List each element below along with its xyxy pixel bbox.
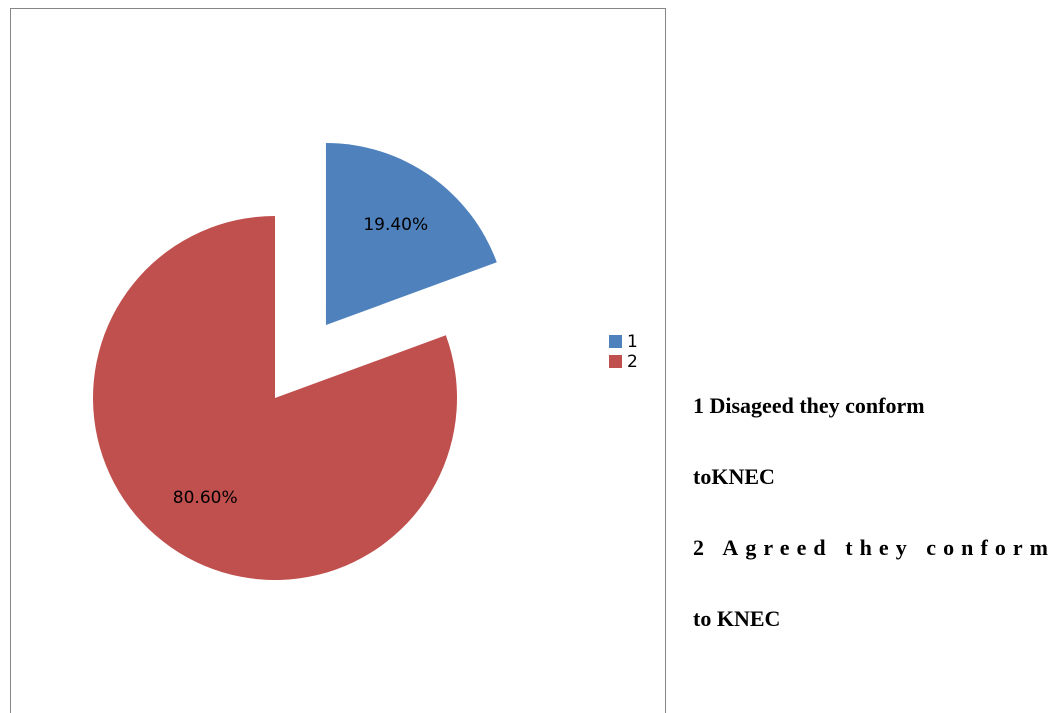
data-label: 80.60% [173, 488, 238, 508]
legend-swatch [609, 355, 622, 368]
annotation: to KNEC [693, 606, 780, 631]
legend-label: 2 [627, 352, 638, 372]
data-label: 19.40% [363, 215, 428, 235]
legend: 12 [609, 332, 638, 372]
annotation: 1 Disageed they conform [693, 393, 925, 418]
annotation: 2 Agreed they conform [693, 535, 1048, 560]
legend-swatch [609, 335, 622, 348]
pie-slice [92, 216, 457, 580]
legend-label: 1 [627, 332, 638, 352]
pie: 19.40% 80.60% [92, 143, 497, 580]
pie-slice [325, 143, 497, 326]
annotation: toKNEC [693, 464, 775, 489]
notes: 1 Disageed they conform toKNEC 2 Agreed th… [693, 393, 1048, 631]
